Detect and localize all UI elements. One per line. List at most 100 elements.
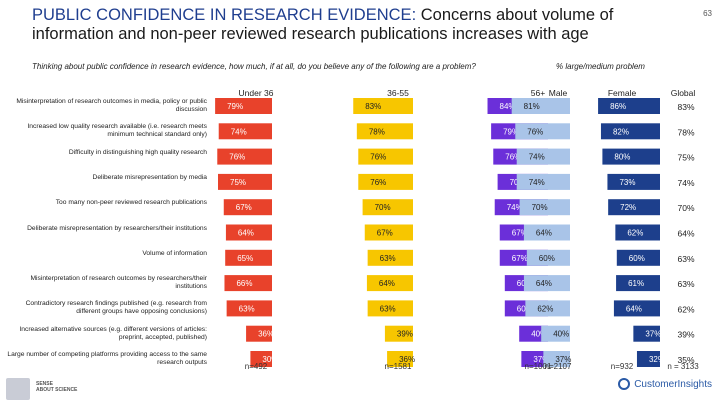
column-header-2: 56+ <box>530 88 546 98</box>
bar-label-1-7: 64% <box>379 279 395 288</box>
bar-label-3-5: 64% <box>536 229 552 238</box>
bar-3-5 <box>523 224 570 241</box>
sample-size-0: n=492 <box>244 362 268 371</box>
bar-2-9 <box>519 325 548 342</box>
bar-label-4-8: 64% <box>626 304 642 313</box>
column-header-4: Female <box>607 88 637 98</box>
bar-label-1-5: 67% <box>377 229 393 238</box>
global-value-4: 70% <box>677 203 694 213</box>
bar-label-2-4: 74% <box>507 203 523 212</box>
row-label: Deliberate misrepresentation by research… <box>27 224 207 232</box>
bar-0-1 <box>218 123 272 140</box>
bar-label-2-1: 79% <box>503 127 519 136</box>
bar-label-1-4: 70% <box>375 203 391 212</box>
bar-label-4-0: 86% <box>610 102 626 111</box>
bar-1-1 <box>356 123 413 140</box>
footer-brand: SENSE ABOUT SCIENCE <box>36 381 77 393</box>
customer-insights-label: CustomerInsights <box>634 378 712 390</box>
bar-1-9 <box>384 325 413 342</box>
bar-label-3-8: 62% <box>537 304 553 313</box>
bar-0-6 <box>225 249 272 266</box>
bar-label-4-3: 73% <box>619 178 635 187</box>
footer-brand-line1: SENSE <box>36 381 53 387</box>
bar-4-5 <box>615 224 660 241</box>
scale-label: % large/medium problem <box>556 62 645 71</box>
bar-label-2-2: 76% <box>505 153 521 162</box>
bar-label-2-8: 60% <box>517 304 533 313</box>
bar-label-0-8: 63% <box>239 304 255 313</box>
bar-3-4 <box>519 199 570 216</box>
row-label: Increased low quality research available… <box>27 123 207 139</box>
row-label: Increased alternative sources (e.g. diff… <box>19 325 207 341</box>
bar-label-4-5: 62% <box>627 229 643 238</box>
bar-4-2 <box>602 148 660 165</box>
bar-label-2-0: 84% <box>500 102 516 111</box>
row-label: Too many non-peer reviewed research publ… <box>55 199 207 207</box>
bar-4-0 <box>598 98 660 114</box>
bar-label-1-10: 36% <box>399 355 415 364</box>
bar-label-0-4: 67% <box>236 203 252 212</box>
bar-label-0-6: 65% <box>237 254 253 263</box>
row-label: Misinterpretation of research outcomes b… <box>30 275 207 291</box>
bar-label-0-0: 79% <box>227 102 243 111</box>
bar-label-0-9: 36% <box>258 330 274 339</box>
sense-about-science-logo <box>6 378 30 400</box>
row-label: Difficulty in distinguishing high qualit… <box>68 148 207 156</box>
row-label: Large number of competing platforms prov… <box>7 351 207 366</box>
global-value-1: 78% <box>677 127 694 137</box>
global-value-7: 63% <box>677 279 694 289</box>
bar-label-1-2: 76% <box>370 153 386 162</box>
bar-label-1-3: 76% <box>370 178 386 187</box>
title-rest: Concerns about volume of information and… <box>32 6 614 43</box>
sample-size-3: n=2107 <box>544 362 572 371</box>
bar-label-4-9: 37% <box>645 330 661 339</box>
bar-4-1 <box>600 123 660 140</box>
bar-0-0 <box>215 98 272 114</box>
bar-3-7 <box>523 275 570 292</box>
bar-0-9 <box>246 325 272 342</box>
bar-3-6 <box>526 249 570 266</box>
bar-1-6 <box>367 249 413 266</box>
footer-brand-line2: ABOUT SCIENCE <box>36 387 78 393</box>
row-label: Contradictory research findings publishe… <box>25 300 207 316</box>
sample-size-2: n=1001 <box>524 362 552 371</box>
global-value-2: 75% <box>677 153 694 163</box>
bar-1-8 <box>367 300 413 317</box>
bar-label-3-3: 74% <box>529 178 545 187</box>
bar-label-2-6: 67% <box>512 254 528 263</box>
global-value-9: 39% <box>677 330 694 340</box>
bar-label-1-8: 63% <box>380 304 396 313</box>
row-label: Misinterpretation of research outcomes i… <box>16 98 207 113</box>
bar-3-10 <box>543 351 570 367</box>
global-value-10: 35% <box>677 355 694 365</box>
bar-label-3-4: 70% <box>532 203 548 212</box>
sample-size-4: n=932 <box>610 362 634 371</box>
bar-3-0 <box>511 98 570 114</box>
bar-0-5 <box>225 224 272 241</box>
customer-insights-logo: CustomerInsights <box>618 378 712 390</box>
global-value-0: 83% <box>677 102 694 112</box>
bar-label-2-9: 40% <box>531 330 547 339</box>
column-header-1: 36-55 <box>387 88 409 98</box>
row-label: Deliberate misrepresentation by media <box>92 173 208 181</box>
bar-3-8 <box>525 300 570 317</box>
bar-4-3 <box>607 173 660 190</box>
bar-label-0-3: 75% <box>230 178 246 187</box>
bar-0-4 <box>223 199 272 216</box>
bar-4-10 <box>636 351 660 367</box>
bar-label-3-10: 37% <box>555 355 571 364</box>
bar-0-7 <box>224 275 272 292</box>
bar-2-10 <box>521 351 548 367</box>
bar-label-4-4: 72% <box>620 203 636 212</box>
bar-3-3 <box>516 173 570 190</box>
column-header-0: Under 36 <box>238 88 274 98</box>
bar-label-3-0: 81% <box>524 102 540 111</box>
bar-1-0 <box>353 98 413 114</box>
bar-label-3-9: 40% <box>553 330 569 339</box>
bar-1-4 <box>362 199 413 216</box>
bar-label-3-1: 76% <box>527 127 543 136</box>
bar-4-6 <box>616 249 660 266</box>
page-number: 63 <box>703 9 712 18</box>
page-title: PUBLIC CONFIDENCE IN RESEARCH EVIDENCE: … <box>32 6 672 44</box>
